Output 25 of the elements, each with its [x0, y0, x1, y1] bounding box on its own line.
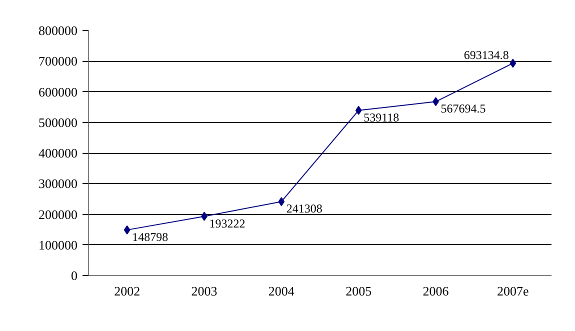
y-tick-label: 0 — [71, 268, 78, 283]
point — [355, 106, 362, 115]
x-tick-label: 2004 — [268, 284, 295, 298]
point — [124, 225, 130, 234]
y-tick-label: 100000 — [38, 237, 78, 252]
y-tick-label: 300000 — [38, 176, 78, 192]
point — [278, 197, 285, 206]
data-label: 539118 — [364, 110, 400, 124]
x-tick-label: 2007e — [497, 284, 530, 298]
x-tick-label: 2002 — [114, 284, 140, 298]
data-label: 693134.8 — [464, 48, 509, 62]
y-tick-label: 800000 — [38, 23, 78, 38]
x-tick-label: 2005 — [346, 284, 372, 298]
x-tick-label: 2003 — [191, 284, 218, 298]
y-tick-label: 400000 — [38, 146, 78, 160]
y-tick-label: 200000 — [38, 206, 78, 222]
y-tick-label: 500000 — [38, 114, 78, 130]
data-label: 148798 — [132, 230, 168, 244]
data-label: 567694.5 — [440, 102, 486, 116]
y-tick-label: 700000 — [38, 54, 78, 69]
data-label: 241308 — [286, 202, 322, 216]
data-label: 193222 — [209, 216, 246, 230]
y-tick-label: 600000 — [38, 84, 78, 100]
point — [510, 58, 516, 68]
x-tick-label: 2006 — [422, 284, 450, 298]
